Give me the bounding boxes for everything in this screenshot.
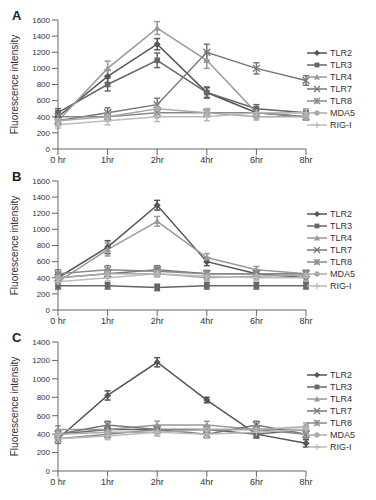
html-text:C: C <box>12 330 22 345</box>
svg-text:1600: 1600 <box>32 177 50 186</box>
svg-text:1hr: 1hr <box>101 155 114 165</box>
svg-text:4hr: 4hr <box>200 155 213 165</box>
html-text:TLR8: TLR8 <box>330 95 352 106</box>
html-text:TLR4: TLR4 <box>330 71 352 82</box>
svg-text:1600: 1600 <box>32 16 50 25</box>
svg-text:0 hr: 0 hr <box>50 316 66 326</box>
svg-text:8hr: 8hr <box>299 477 312 487</box>
svg-text:0: 0 <box>46 145 51 154</box>
svg-text:1200: 1200 <box>32 209 50 218</box>
html-text:MDA5: MDA5 <box>330 268 355 279</box>
svg-text:1200: 1200 <box>32 48 50 57</box>
svg-text:600: 600 <box>37 257 51 266</box>
html-text:TLR3: TLR3 <box>330 59 352 70</box>
html-text:RIG-I: RIG-I <box>330 280 352 291</box>
svg-text:6hr: 6hr <box>250 477 263 487</box>
svg-text:4hr: 4hr <box>200 477 213 487</box>
svg-text:600: 600 <box>37 412 51 421</box>
svg-text:6hr: 6hr <box>250 155 263 165</box>
svg-text:1000: 1000 <box>32 375 50 384</box>
html-text:TLR4: TLR4 <box>330 232 352 243</box>
svg-text:1200: 1200 <box>32 356 50 365</box>
svg-text:Fluorescence intensity: Fluorescence intensity <box>9 196 20 296</box>
html-text:TLR8: TLR8 <box>330 417 352 428</box>
html-text:A: A <box>12 8 22 23</box>
svg-text:1hr: 1hr <box>101 316 114 326</box>
svg-text:400: 400 <box>37 430 51 439</box>
svg-text:200: 200 <box>37 448 51 457</box>
html-text:MDA5: MDA5 <box>330 107 355 118</box>
svg-text:8hr: 8hr <box>299 155 312 165</box>
html-text:RIG-I: RIG-I <box>330 119 352 130</box>
html-text:MDA5: MDA5 <box>330 429 355 440</box>
svg-text:0: 0 <box>46 306 51 315</box>
svg-text:400: 400 <box>37 274 51 283</box>
svg-text:8hr: 8hr <box>299 316 312 326</box>
svg-text:0 hr: 0 hr <box>50 477 66 487</box>
svg-text:1400: 1400 <box>32 32 50 41</box>
svg-text:4hr: 4hr <box>200 316 213 326</box>
html-text:TLR2: TLR2 <box>330 47 352 58</box>
svg-text:800: 800 <box>37 393 51 402</box>
svg-text:1000: 1000 <box>32 64 50 73</box>
html-text:TLR7: TLR7 <box>330 83 352 94</box>
svg-text:1hr: 1hr <box>101 477 114 487</box>
svg-text:0 hr: 0 hr <box>50 155 66 165</box>
html-text:RIG-I: RIG-I <box>330 441 352 452</box>
svg-text:1400: 1400 <box>32 193 50 202</box>
svg-text:200: 200 <box>37 129 51 138</box>
html-text:TLR3: TLR3 <box>330 220 352 231</box>
svg-text:0: 0 <box>46 467 51 476</box>
svg-text:1400: 1400 <box>32 338 50 347</box>
svg-text:200: 200 <box>37 290 51 299</box>
svg-text:800: 800 <box>37 80 51 89</box>
svg-text:6hr: 6hr <box>250 316 263 326</box>
svg-text:Fluorescence intensity: Fluorescence intensity <box>9 357 20 457</box>
svg-text:400: 400 <box>37 113 51 122</box>
html-text:TLR8: TLR8 <box>330 256 352 267</box>
svg-text:600: 600 <box>37 96 51 105</box>
html-text:TLR2: TLR2 <box>330 208 352 219</box>
svg-text:800: 800 <box>37 241 51 250</box>
html-text:TLR2: TLR2 <box>330 369 352 380</box>
html-text:TLR3: TLR3 <box>330 381 352 392</box>
svg-text:Fluorescence intensity: Fluorescence intensity <box>9 35 20 135</box>
html-text:TLR7: TLR7 <box>330 244 352 255</box>
html-text:B: B <box>12 169 22 184</box>
svg-text:2hr: 2hr <box>151 155 164 165</box>
svg-text:2hr: 2hr <box>151 477 164 487</box>
svg-text:1000: 1000 <box>32 225 50 234</box>
svg-text:2hr: 2hr <box>151 316 164 326</box>
html-text:TLR7: TLR7 <box>330 405 352 416</box>
html-text:TLR4: TLR4 <box>330 393 352 404</box>
